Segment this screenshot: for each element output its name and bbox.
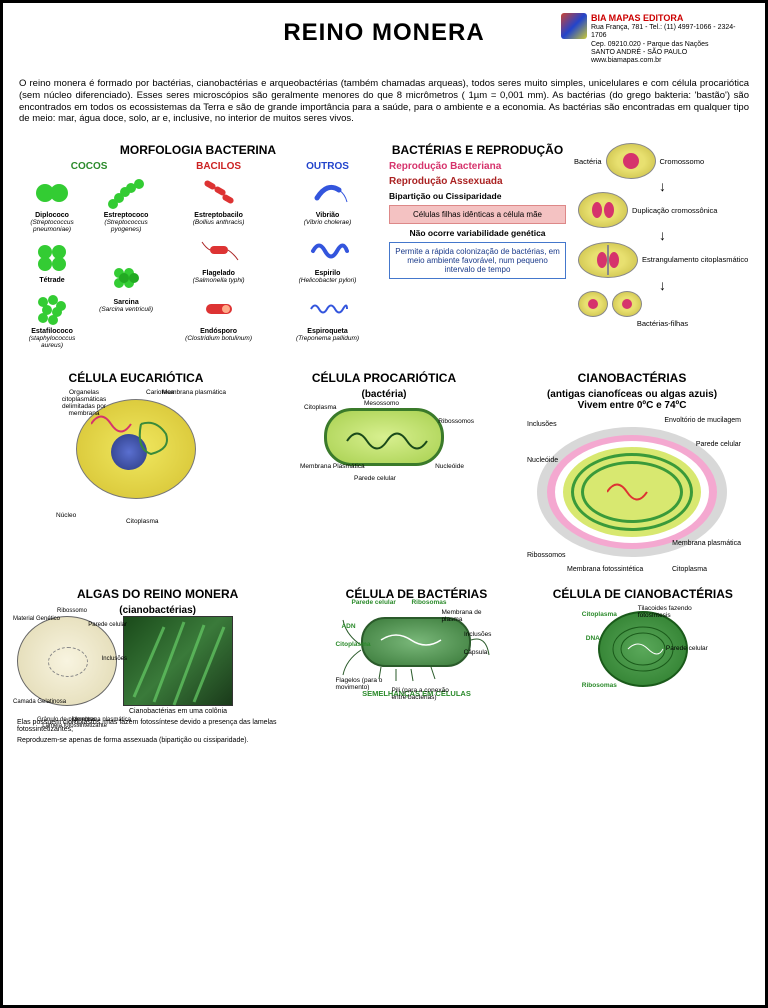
espirilo-icon (307, 234, 349, 268)
cyano-subtitle2: Vivem entre 0ºC e 74ºC (513, 400, 751, 411)
eukaryotic-section: CÉLULA EUCARIÓTICA Organelas citoplasmát… (17, 371, 255, 573)
publisher-addr3: SANTO ANDRÉ - SÃO PAULO (591, 49, 751, 57)
cyano-title: CIANOBACTÉRIAS (513, 371, 751, 385)
morph-col-bacilos: BACILOS (167, 161, 270, 172)
algas-title: ALGAS DO REINO MONERA (17, 587, 298, 601)
prokaryotic-subtitle: (bactéria) (265, 389, 503, 400)
header: REINO MONERA BIA MAPAS EDITORA Rua Franç… (17, 13, 751, 66)
row-bottom: ALGAS DO REINO MONERA (cianobactérias) M… (17, 587, 751, 744)
morph-diplococo: Diplococo (Streptococcus pneumoniae) (17, 176, 87, 233)
endosporo-icon (198, 292, 240, 326)
bacteria-cell-diagram: Parede celular ADN Citoplasma Flagelos (… (341, 605, 491, 685)
intro-text: O reino monera é formado por bactérias, … (19, 78, 749, 126)
tetrade-icon (31, 241, 73, 275)
stage2-cell-icon (578, 192, 628, 228)
morph-endosporo: Endósporo (Clostridium botulinum) (167, 292, 270, 342)
stage4b-cell-icon (612, 291, 642, 317)
repro-sub1: Reprodução Bacteriana (389, 161, 566, 172)
cyano-cell-diagram: Citoplasma DNA Ribosomas Tilacoides faze… (588, 605, 698, 695)
eukaryotic-diagram: Organelas citoplasmáticas delimitadas po… (56, 389, 216, 519)
repro-line2: Não ocorre variabilidade genética (389, 228, 566, 238)
sarcina-icon (105, 263, 147, 297)
main-title: REINO MONERA (207, 19, 561, 47)
repro-sub2: Reprodução Assexuada (389, 176, 566, 187)
morph-col-outros: OUTROS (276, 161, 379, 172)
cyano-subtitle1: (antigas cianofíceas ou algas azuis) (513, 389, 751, 400)
publisher-name: BIA MAPAS EDITORA (591, 13, 751, 24)
morph-estreptococo: Estreptococo (Streptococcus pyogenes) (91, 176, 161, 233)
stage3-cell-icon (578, 242, 638, 278)
morph-flagelado: Flagelado (Salmonella typhi) (167, 234, 270, 284)
prokaryotic-title: CÉLULA PROCARIÓTICA (265, 371, 503, 385)
publisher-logo-icon (561, 13, 587, 39)
reproduction-diagram: BactériaCromossomo ↓ Duplicação cromossô… (574, 143, 751, 357)
row-cells: CÉLULA EUCARIÓTICA Organelas citoplasmát… (17, 371, 751, 573)
publisher-box: BIA MAPAS EDITORA Rua França, 781 - Tel.… (561, 13, 751, 66)
morphology-title: MORFOLOGIA BACTERINA (17, 143, 379, 157)
estafilococo-icon (31, 292, 73, 326)
repro-line1: Bipartição ou Cissiparidade (389, 191, 566, 201)
bacteria-cell-section: CÉLULA DE BACTÉRIAS Parede celular ADN C… (308, 587, 524, 744)
algas-section: ALGAS DO REINO MONERA (cianobactérias) M… (17, 587, 298, 744)
morph-estafilococo: Estafilococo (staphylococcus aureus) (17, 292, 87, 349)
prokaryotic-section: CÉLULA PROCARIÓTICA (bactéria) Citoplasm… (265, 371, 503, 573)
stage4a-cell-icon (578, 291, 608, 317)
morph-espirilo: Espirilo (Helicobacter pylori) (276, 234, 379, 284)
algas-note2: Reproduzem-se apenas de forma assexuada … (17, 737, 298, 744)
estreptococo-icon (105, 176, 147, 210)
arrow-icon: ↓ (574, 230, 751, 241)
row-morph-repro: MORFOLOGIA BACTERINA COCOS Diplococo (St… (17, 143, 751, 357)
morphology-section: MORFOLOGIA BACTERINA COCOS Diplococo (St… (17, 143, 379, 357)
reproduction-section: BACTÉRIAS E REPRODUÇÃO Reprodução Bacter… (389, 143, 751, 357)
prokaryotic-diagram (324, 408, 444, 466)
morph-sarcina: Sarcina (Sarcina ventriculi) (91, 263, 161, 313)
publisher-addr2: Cep. 09210.020 - Parque das Nações (591, 41, 751, 49)
espiroqueta-icon (307, 292, 349, 326)
estreptobacilo-icon (198, 176, 240, 210)
morph-espiroqueta: Espiroqueta (Treponema pallidum) (276, 292, 379, 342)
morph-estreptobacilo: Estreptobacilo (Bollius anthracis) (167, 176, 270, 226)
algas-colony-photo (123, 616, 233, 706)
arrow-icon: ↓ (574, 181, 751, 192)
vibriao-icon (307, 176, 349, 210)
flagelado-icon (198, 234, 240, 268)
eukaryotic-title: CÉLULA EUCARIÓTICA (17, 371, 255, 385)
repro-box-blue: Permite a rápida colonização de bactéria… (389, 242, 566, 279)
algas-photo-caption: Cianobactérias em uma colônia (123, 708, 233, 715)
cyanobacteria-section: CIANOBACTÉRIAS (antigas cianofíceas ou a… (513, 371, 751, 573)
cyanobacteria-diagram: Inclusões Nucleóide Envoltório de mucila… (527, 417, 737, 567)
reproduction-title: BACTÉRIAS E REPRODUÇÃO (389, 143, 566, 157)
publisher-addr1: Rua França, 781 - Tel.: (11) 4997-1066 -… (591, 24, 751, 41)
morph-tetrade: Tétrade (17, 241, 87, 284)
publisher-web: www.biamapas.com.br (591, 57, 751, 65)
diplococo-icon (31, 176, 73, 210)
stage1-cell-icon (606, 143, 656, 179)
morph-vibriao: Vibrião (Vibrio cholerae) (276, 176, 379, 226)
arrow-icon: ↓ (574, 280, 751, 291)
morph-col-cocos: COCOS (17, 161, 161, 172)
cyano-cell-title: CÉLULA DE CIANOBACTÉRIAS (535, 587, 751, 601)
cyano-cell-section: CÉLULA DE CIANOBACTÉRIAS Citoplasma DNA … (535, 587, 751, 744)
repro-box-pink: Células filhas idênticas a célula mãe (389, 205, 566, 224)
